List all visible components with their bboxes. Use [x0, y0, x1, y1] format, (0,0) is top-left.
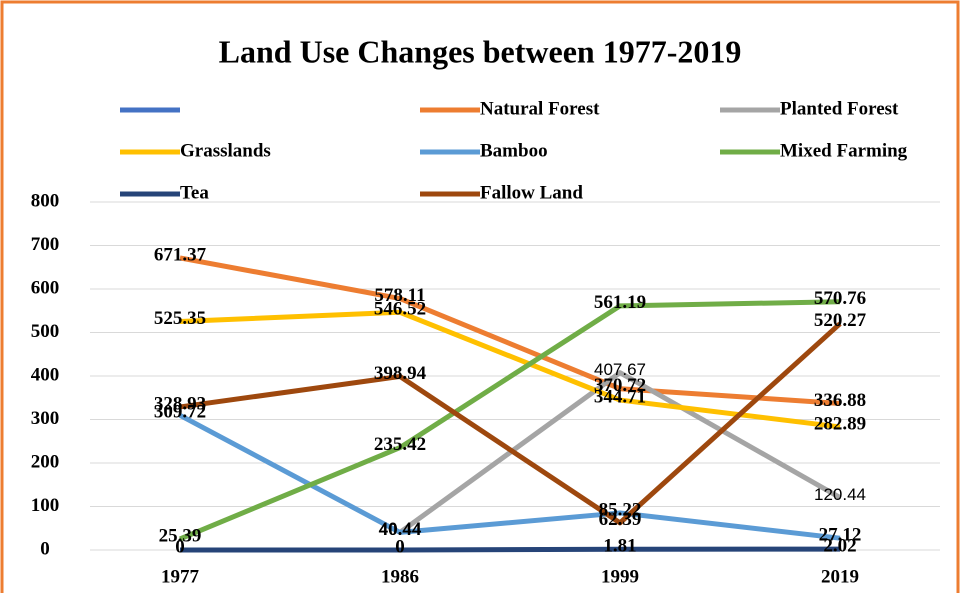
data-label: 546.52 [374, 299, 426, 320]
y-tick-label: 500 [31, 321, 60, 342]
x-tick-label: 1999 [601, 566, 639, 587]
legend-label: Planted Forest [780, 98, 899, 119]
data-label: 336.88 [814, 390, 866, 411]
data-label: 671.37 [154, 244, 207, 265]
legend-label: Bamboo [480, 140, 548, 161]
y-tick-label: 300 [31, 408, 60, 429]
x-tick-label: 2019 [821, 566, 859, 587]
y-tick-label: 0 [40, 538, 50, 559]
y-tick-label: 800 [31, 190, 60, 211]
data-label: 40.44 [379, 519, 422, 540]
series-line [179, 299, 841, 542]
data-label: 398.94 [374, 363, 427, 384]
data-label: 235.42 [374, 434, 426, 455]
y-tick-label: 100 [31, 495, 60, 516]
y-tick-label: 400 [31, 364, 60, 385]
data-label: 62.39 [599, 509, 642, 530]
data-label: 344.71 [594, 386, 646, 407]
series-line [178, 413, 841, 541]
data-label: 1.81 [603, 536, 636, 557]
data-label: 370.72 [594, 375, 646, 396]
legend-label: Grasslands [180, 140, 271, 161]
series-line [398, 370, 842, 535]
data-label: 0 [175, 536, 185, 557]
data-label: 2.02 [823, 535, 856, 556]
data-label: 561.19 [594, 292, 646, 313]
data-label: 0 [395, 536, 405, 557]
series-line [179, 321, 842, 526]
data-label: 328.93 [154, 393, 206, 414]
data-label: 407.67 [594, 360, 646, 379]
data-label: 570.76 [814, 288, 866, 309]
legend-label: Natural Forest [480, 98, 600, 119]
data-label: 85.22 [599, 499, 642, 520]
chart-title: Land Use Changes between 1977-2019 [219, 33, 742, 69]
y-tick-label: 700 [31, 234, 60, 255]
legend-label: Fallow Land [480, 182, 583, 203]
data-label: 525.35 [154, 308, 206, 329]
y-tick-label: 600 [31, 277, 60, 298]
series-line [180, 546, 841, 553]
x-tick-label: 1977 [161, 566, 200, 587]
data-label: 578.11 [374, 285, 425, 306]
data-label: 282.89 [814, 413, 866, 434]
data-label: 309.72 [154, 402, 206, 423]
legend-label: Mixed Farming [780, 140, 908, 161]
data-label: 120.44 [814, 485, 866, 504]
data-label: 520.27 [814, 310, 867, 331]
x-tick-label: 1986 [381, 566, 419, 587]
series-line [179, 255, 841, 406]
legend-label: Tea [180, 182, 209, 203]
data-label: 25.39 [159, 525, 202, 546]
y-tick-label: 200 [31, 451, 60, 472]
series-line [179, 309, 841, 430]
data-label: 27.12 [819, 525, 862, 546]
data-label: 40.44 [379, 520, 422, 539]
